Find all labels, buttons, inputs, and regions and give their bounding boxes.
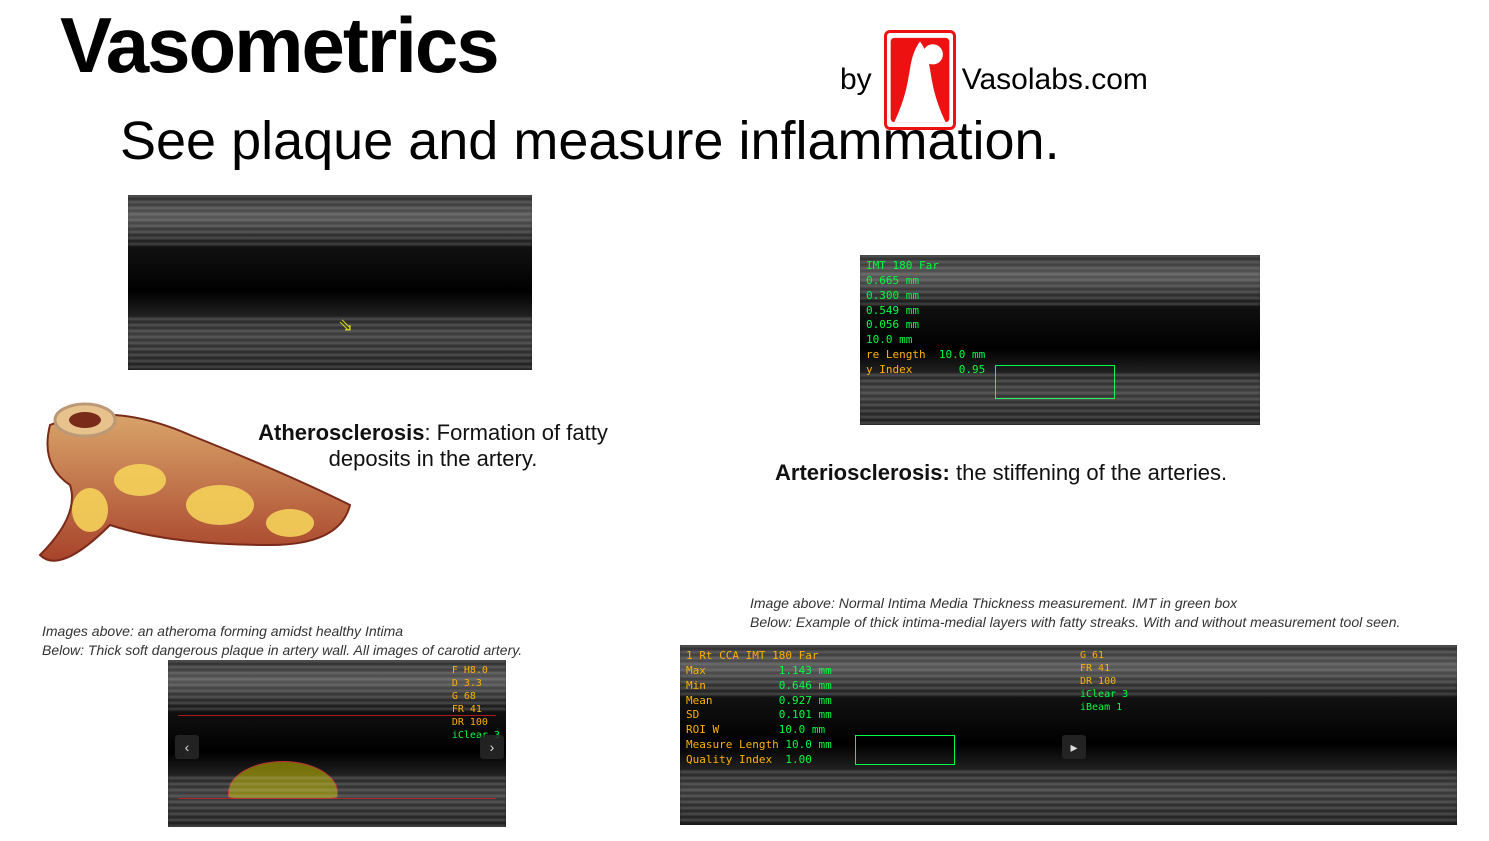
roi-box-icon [855,735,955,765]
hud-row: DR 100 [1080,675,1128,688]
m-lbl: Quality Index [686,753,772,766]
caption-right-1: Image above: Normal Intima Media Thickne… [750,594,1450,613]
arterio-def: the stiffening of the arteries. [950,460,1227,485]
m-val: 10.0 mm [779,723,825,736]
page-subtitle: See plaque and measure inflammation. [120,110,1060,172]
atherosclerosis-label: Atherosclerosis: Formation of fatty depo… [218,420,648,472]
pointer-arrow-icon: ⇘ [338,315,353,336]
arteriosclerosis-label: Arteriosclerosis: the stiffening of the … [775,460,1227,486]
imt-readout-bottom: 1 Rt CCA IMT 180 Far Max 1.143 mm Min 0.… [680,645,838,772]
hud-row: G 61 [1080,649,1128,662]
header: Vasometrics [60,0,1449,91]
caption-left-2: Below: Thick soft dangerous plaque in ar… [42,641,642,660]
m-lbl: Max [686,664,706,677]
caption-right: Image above: Normal Intima Media Thickne… [750,594,1450,632]
m-val: 1.00 [785,753,812,766]
caption-left-1: Images above: an atheroma forming amidst… [42,622,642,641]
m-lbl: Min [686,679,706,692]
m-val: 0.101 mm [779,708,832,721]
ultrasound-imt-normal-image: IMT 180 Far 0.665 mm 0.300 mm 0.549 mm 0… [860,255,1260,425]
arterio-term: Arteriosclerosis: [775,460,950,485]
roi-box-icon [995,365,1115,399]
m-lbl: ROI W [686,723,719,736]
imt-val: 0.056 mm [866,318,985,333]
m-lbl: Mean [686,694,713,707]
m-lbl: SD [686,708,699,721]
imt-readout-top: IMT 180 Far 0.665 mm 0.300 mm 0.549 mm 0… [860,255,991,382]
trace-line-icon [178,798,496,799]
m-lbl: Measure Length [686,738,779,751]
hud-row: F H8.0 [452,664,500,677]
ultrasound-atheroma-image: ⇘ [128,195,532,370]
scanner-hud: G 61 FR 41 DR 100 iClear 3 iBeam 1 [1080,649,1128,714]
imt-title: IMT 180 Far [866,259,985,274]
imt-qi-label: y Index [866,363,912,376]
ultrasound-plaque-image: F H8.0 D 3.3 G 68 FR 41 DR 100 iClear 3 [168,660,506,827]
scanner-hud: F H8.0 D 3.3 G 68 FR 41 DR 100 iClear 3 [452,664,500,742]
caption-left: Images above: an atheroma forming amidst… [42,622,642,660]
hud-row: G 68 [452,690,500,703]
imt-qi-val: 0.95 [959,363,986,376]
imt-title: 1 Rt CCA IMT 180 Far [686,649,832,664]
m-val: 1.143 mm [779,664,832,677]
imt-val: 0.300 mm [866,289,985,304]
carousel-next-button[interactable]: › [480,735,504,759]
imt-val: 0.549 mm [866,304,985,319]
plaque-highlight-icon [228,761,338,799]
imt-len-label: re Length [866,348,926,361]
brand-title: Vasometrics [60,0,498,91]
hud-row: iBeam 1 [1080,701,1128,714]
m-val: 10.0 mm [785,738,831,751]
carousel-prev-button[interactable]: ‹ [175,735,199,759]
byline-site: Vasolabs.com [962,63,1148,97]
m-val: 0.646 mm [779,679,832,692]
imt-val: 0.665 mm [866,274,985,289]
carousel-play-button[interactable]: ▸ [1062,735,1086,759]
m-val: 0.927 mm [779,694,832,707]
athero-term: Atherosclerosis [258,420,424,445]
caption-right-2: Below: Example of thick intima-medial la… [750,613,1450,632]
imt-val: 10.0 mm [866,333,985,348]
byline-by: by [840,63,872,97]
hud-row: iClear 3 [1080,688,1128,701]
trace-line-icon [178,715,496,716]
hud-row: FR 41 [1080,662,1128,675]
hud-row: D 3.3 [452,677,500,690]
hud-row: DR 100 [452,716,500,729]
imt-len-val: 10.0 mm [939,348,985,361]
